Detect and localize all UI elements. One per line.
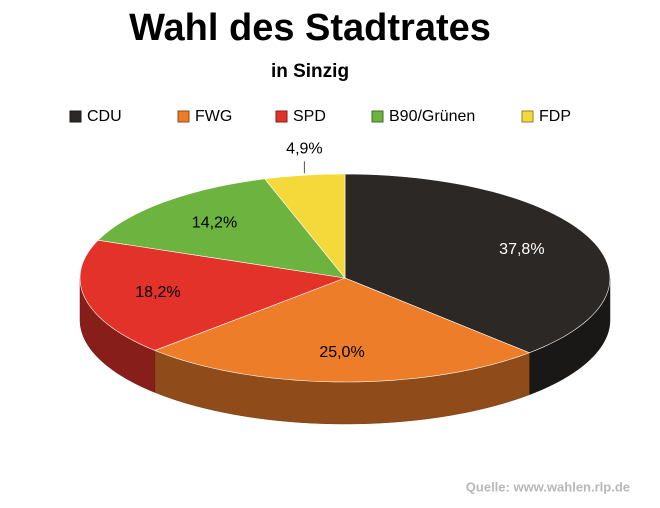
slice: [264, 173, 346, 279]
data-label: 4,9%: [286, 140, 322, 157]
legend-swatch: [69, 110, 82, 123]
slice: [154, 277, 531, 383]
data-label: 18,2%: [135, 284, 180, 301]
chart-title: Wahl des Stadtrates: [129, 7, 491, 49]
legend-label: CDU: [87, 108, 122, 125]
data-label: 37,8%: [499, 241, 544, 258]
legend-label: SPD: [293, 108, 326, 125]
legend-swatch: [177, 110, 190, 123]
source-note: Quelle: www.wahlen.rlp.de: [466, 479, 630, 494]
legend-label: FDP: [539, 108, 571, 125]
data-label: 25,0%: [319, 344, 364, 361]
slice: [344, 173, 611, 354]
legend-label: FWG: [195, 108, 232, 125]
legend-label: B90/Grünen: [389, 108, 475, 125]
slice: [97, 178, 346, 279]
chart-subtitle: in Sinzig: [271, 61, 349, 82]
legend-swatch: [275, 110, 288, 123]
slice: [79, 239, 347, 351]
legend-swatch: [371, 110, 384, 123]
legend-swatch: [521, 110, 534, 123]
data-label: 14,2%: [192, 215, 237, 232]
